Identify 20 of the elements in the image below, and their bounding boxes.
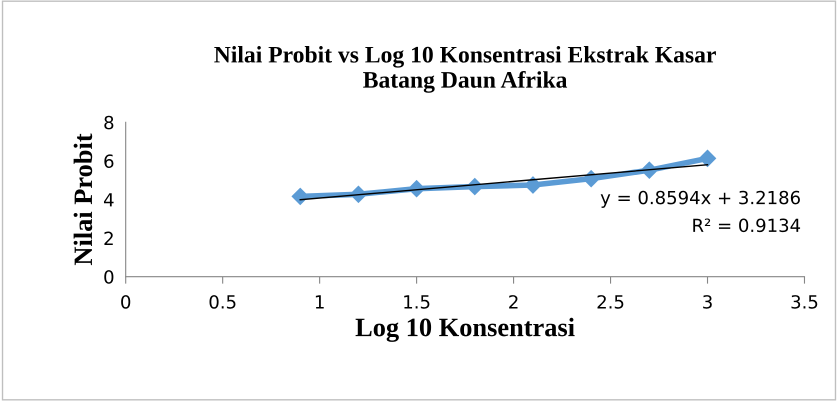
- x-tick-label: 1.5: [404, 295, 430, 309]
- y-tick-label: 6: [104, 154, 114, 168]
- x-tick-label: 3: [703, 295, 712, 309]
- annotation: y = 0.8594x + 3.2186: [600, 190, 800, 208]
- y-tick-label: 2: [104, 232, 113, 245]
- point: [698, 150, 716, 167]
- x-tick-label: 3.5: [792, 295, 818, 309]
- x-tick-label: 0.5: [210, 295, 236, 309]
- point: [582, 170, 600, 188]
- y-tick-label: 8: [104, 116, 114, 130]
- annotation: R² = 0.9134: [693, 218, 800, 232]
- y-tick-label: 4: [104, 193, 114, 206]
- chart-title: Nilai Probit vs Log 10 Konsentrasi Ekstrak Kasar Batang Daun Afrika: [214, 46, 716, 93]
- y-axis-title: Nilai Probit: [74, 134, 92, 266]
- x-tick-label: 2: [509, 295, 518, 308]
- y-tick-label: 0: [104, 270, 114, 284]
- x-tick-label: 0: [121, 295, 130, 309]
- x-tick-label: 1: [316, 295, 324, 308]
- x-tick-label: 2.5: [598, 295, 624, 309]
- x-axis-title: Log 10 Konsentrasi: [356, 318, 575, 342]
